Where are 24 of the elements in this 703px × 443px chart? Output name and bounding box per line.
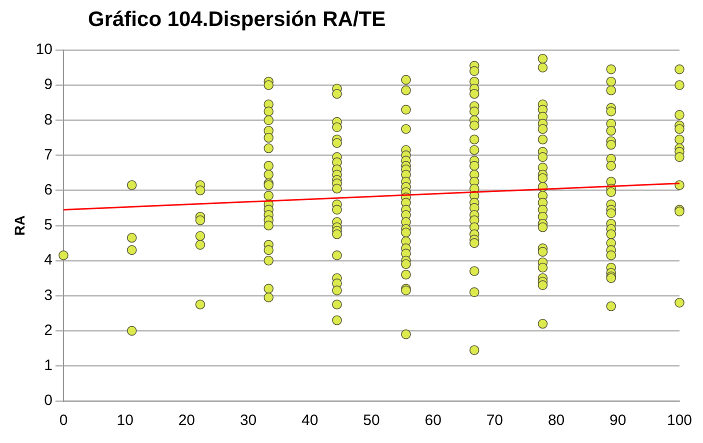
y-tick-label: 7 (44, 146, 52, 164)
x-tick-label: 10 (116, 412, 134, 430)
x-tick-label: 60 (424, 412, 442, 430)
chart-title: Gráfico 104.Dispersión RA/TE (87, 8, 387, 33)
y-axis-title: RA (11, 215, 28, 236)
y-tick-label: 5 (44, 216, 52, 234)
y-tick-label: 8 (44, 111, 52, 128)
y-tick-label: 3 (44, 286, 52, 304)
x-tick-label: 50 (363, 412, 380, 430)
y-tick-label: 0 (44, 392, 52, 410)
y-tick-label: 2 (44, 322, 52, 339)
x-tick-label: 20 (178, 412, 196, 430)
x-tick-label: 30 (240, 412, 257, 430)
y-tick-label: 9 (44, 76, 52, 94)
x-tick-label: 80 (548, 412, 565, 430)
x-tick-label: 40 (302, 412, 318, 430)
y-tick-label: 4 (44, 252, 52, 269)
y-tick-label: 10 (36, 41, 52, 58)
x-tick-label: 90 (610, 412, 626, 430)
x-tick-label: 70 (486, 412, 504, 430)
y-tick-label: 6 (44, 182, 52, 199)
x-tick-label: 0 (59, 412, 68, 430)
y-tick-label: 1 (44, 357, 52, 374)
x-tick-label: 100 (666, 412, 692, 430)
